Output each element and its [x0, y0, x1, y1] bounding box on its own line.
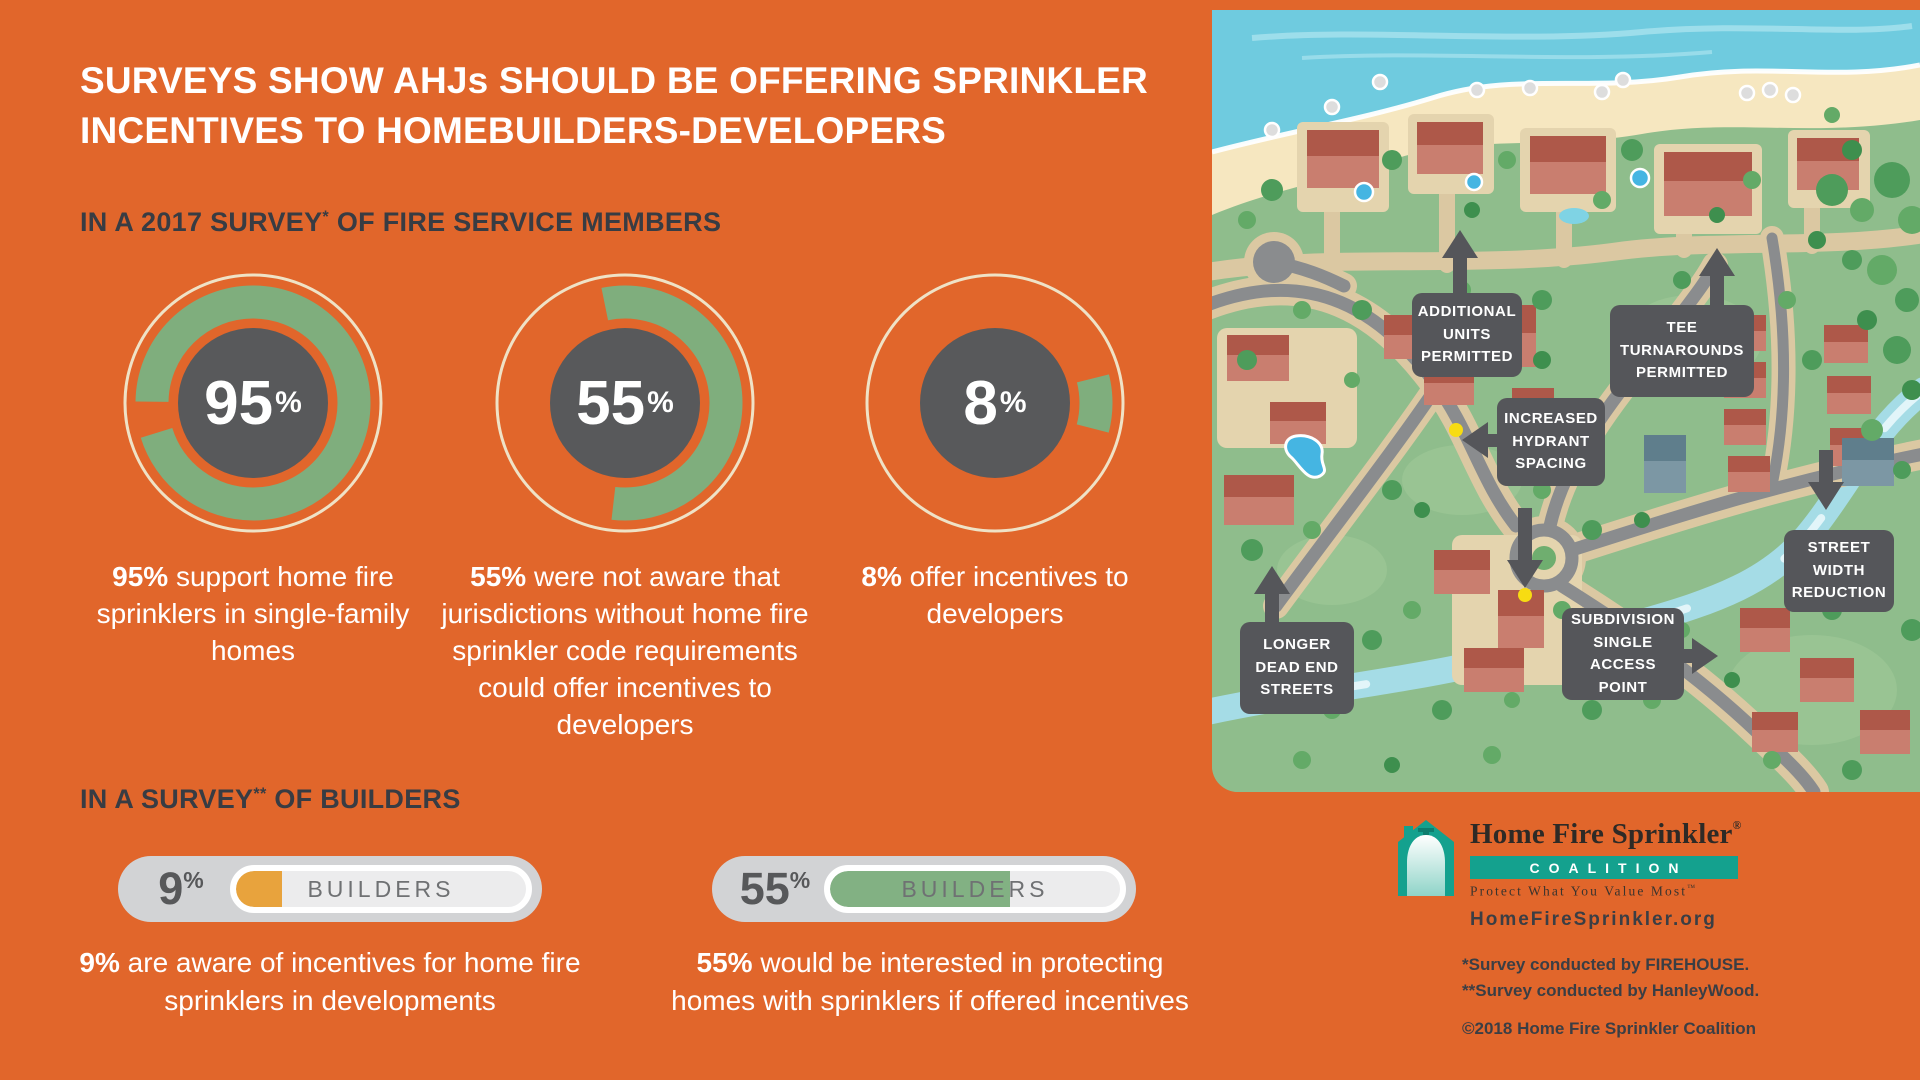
- caption-text: would be interested in protecting homes …: [671, 947, 1189, 1016]
- donut-chart-8: 8%: [860, 268, 1130, 538]
- bar-number: 9: [158, 863, 184, 914]
- cul-de-sac: [1253, 241, 1295, 283]
- logo-coalition-banner: COALITION: [1470, 856, 1738, 879]
- map-label-additional-units: ADDITIONAL UNITS PERMITTED: [1412, 293, 1522, 377]
- percent-sign: %: [183, 867, 204, 893]
- donut-value-55: 55%: [490, 268, 760, 538]
- builder-survey-heading-text: IN A SURVEY: [80, 784, 254, 814]
- donut-arc: [877, 285, 1113, 521]
- fire-survey-heading-text: IN A 2017 SURVEY: [80, 207, 323, 237]
- caption-bold: 95%: [112, 561, 169, 592]
- donut-hole: [550, 328, 700, 478]
- donut-svg-55: [495, 273, 755, 533]
- donut-value-95: 95%: [118, 268, 388, 538]
- percent-sign: %: [275, 386, 302, 419]
- page-title: SURVEYS SHOW AHJs SHOULD BE OFFERING SPR…: [80, 56, 1148, 156]
- map-houses: [1224, 122, 1910, 754]
- fire-survey-footnote-marker: *: [322, 208, 330, 226]
- caption-text: support home fire sprinklers in single-f…: [96, 561, 410, 666]
- title-line-2: INCENTIVES TO HOMEBUILDERS-DEVELOPERS: [80, 110, 947, 151]
- hydrant-dots: [1449, 423, 1532, 602]
- caption-bold: 55%: [470, 561, 527, 592]
- percent-sign: %: [647, 386, 674, 419]
- map-ponds: [1284, 167, 1651, 479]
- trademark-mark: ™: [1687, 883, 1698, 892]
- bar-caption-9: 9% are aware of incentives for home fire…: [56, 944, 604, 1020]
- caption-text: are aware of incentives for home fire sp…: [119, 947, 581, 1016]
- percent-sign: %: [999, 386, 1027, 419]
- map-label-increased-hydrant: INCREASED HYDRANT SPACING: [1497, 398, 1605, 486]
- caption-text: offer incentives to developers: [901, 561, 1129, 629]
- donut-hole: [178, 328, 328, 478]
- bar-track: BUILDERS: [824, 865, 1126, 913]
- bar-track-label: BUILDERS: [307, 875, 455, 902]
- donut-svg-8: [865, 273, 1125, 533]
- builder-bar-9: 9% BUILDERS: [118, 856, 542, 922]
- roundabout: [1509, 523, 1579, 593]
- logo-name: Home Fire Sprinkler®: [1470, 818, 1742, 850]
- donut-caption-55: 55% were not aware that jurisdictions wi…: [418, 558, 832, 743]
- donut-number: 55: [576, 368, 646, 438]
- fire-survey-heading-rest: OF FIRE SERVICE MEMBERS: [329, 207, 722, 237]
- fire-survey-heading: IN A 2017 SURVEY* OF FIRE SERVICE MEMBER…: [80, 207, 721, 238]
- percent-sign: %: [789, 867, 811, 893]
- caption-text: were not aware that jurisdictions withou…: [441, 561, 809, 740]
- bar-number: 55: [739, 863, 790, 914]
- map-houses-blue: [1644, 435, 1894, 493]
- donut-caption-95: 95% support home fire sprinklers in sing…: [66, 558, 440, 669]
- neighborhood-map: ADDITIONAL UNITS PERMITTED TEE TURNAROUN…: [1212, 10, 1920, 792]
- map-label-longer-dead-end: LONGER DEAD END STREETS: [1240, 622, 1354, 714]
- hfsc-logo: Home Fire Sprinkler® COALITION Protect W…: [1398, 818, 1742, 931]
- map-label-tee-turnarounds: TEE TURNAROUNDS PERMITTED: [1610, 305, 1754, 397]
- caption-bold: 9%: [79, 947, 120, 978]
- copyright: ©2018 Home Fire Sprinkler Coalition: [1462, 1019, 1757, 1038]
- title-line-1: SURVEYS SHOW AHJs SHOULD BE OFFERING SPR…: [80, 60, 1148, 101]
- caption-bold: 8%: [861, 561, 902, 592]
- footnote-1: *Survey conducted by FIREHOUSE.: [1462, 955, 1750, 974]
- map-label-street-width: STREET WIDTH REDUCTION: [1784, 530, 1894, 612]
- donut-caption-8: 8% offer incentives to developers: [800, 558, 1190, 632]
- map-trees-light: [1238, 107, 1920, 769]
- caption-bold: 55%: [696, 947, 753, 978]
- footnote-2: **Survey conducted by HanleyWood.: [1462, 981, 1760, 1000]
- builder-survey-heading: IN A SURVEY** OF BUILDERS: [80, 784, 461, 815]
- logo-tagline: Protect What You Value Most™: [1470, 883, 1698, 899]
- bar-track: BUILDERS: [230, 865, 532, 913]
- bar-fill: [236, 871, 283, 907]
- bar-fill: [830, 871, 1010, 907]
- map-label-subdivision-access: SUBDIVISION SINGLE ACCESS POINT: [1562, 608, 1684, 700]
- bar-percent-9: 9%: [118, 863, 230, 915]
- bar-track-label: BUILDERS: [901, 875, 1049, 902]
- builder-bar-55: 55% BUILDERS: [712, 856, 1136, 922]
- bar-percent-55: 55%: [712, 863, 824, 915]
- donut-hole: [920, 328, 1070, 478]
- bar-caption-55: 55% would be interested in protecting ho…: [656, 944, 1204, 1020]
- donut-chart-55: 55%: [490, 268, 760, 538]
- donut-arc: [135, 285, 371, 521]
- donut-chart-95: 95%: [118, 268, 388, 538]
- donut-value-8: 8%: [860, 268, 1130, 538]
- donut-arc: [507, 285, 743, 521]
- donut-number: 8: [963, 368, 998, 438]
- logo-url: HomeFireSprinkler.org: [1470, 908, 1717, 930]
- footnotes: *Survey conducted by FIREHOUSE. **Survey…: [1462, 952, 1759, 1042]
- beach-umbrellas: [1263, 71, 1802, 139]
- map-annotation-arrows: [1254, 230, 1844, 674]
- registered-mark: ®: [1732, 819, 1742, 832]
- donut-svg-95: [123, 273, 383, 533]
- builder-survey-footnote-marker: **: [253, 785, 267, 803]
- builder-survey-heading-rest: OF BUILDERS: [266, 784, 461, 814]
- sprinkler-house-icon: [1398, 820, 1454, 896]
- donut-number: 95: [204, 368, 274, 438]
